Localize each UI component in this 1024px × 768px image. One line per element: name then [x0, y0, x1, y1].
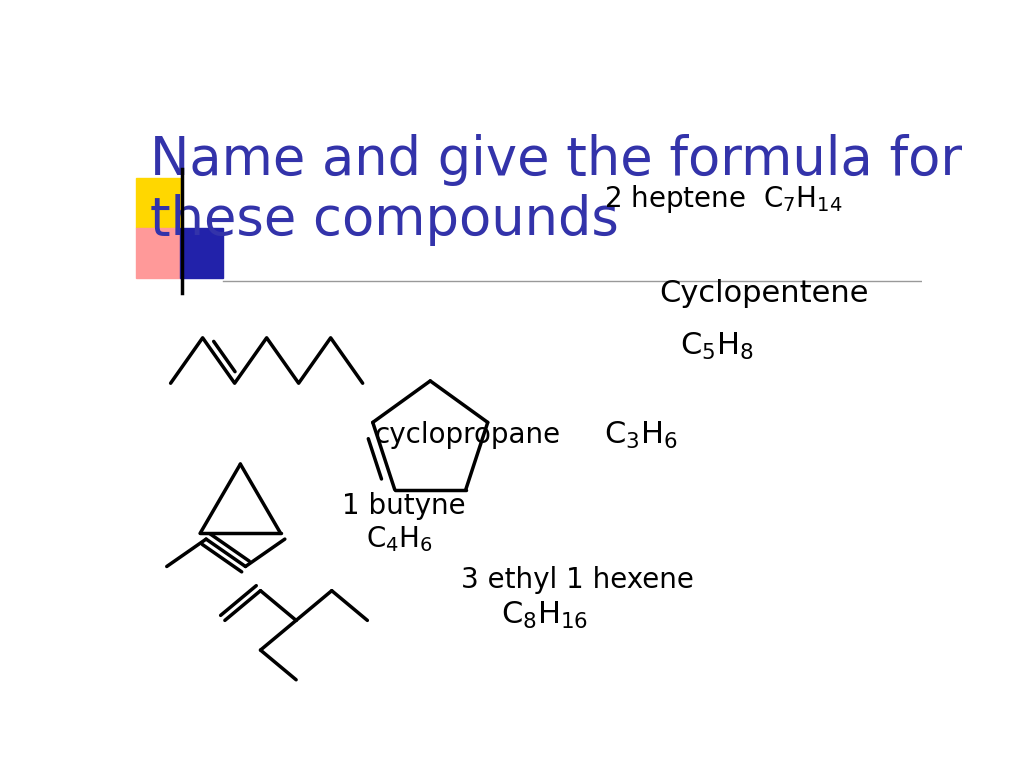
- Text: $\mathregular{C_8H_{16}}$: $\mathregular{C_8H_{16}}$: [501, 600, 588, 631]
- Text: 1 butyne: 1 butyne: [342, 492, 466, 520]
- Text: $\mathregular{C_4H_6}$: $\mathregular{C_4H_6}$: [367, 524, 433, 554]
- Text: $\mathregular{C_3H_6}$: $\mathregular{C_3H_6}$: [604, 419, 678, 451]
- Text: Name and give the formula for
these compounds: Name and give the formula for these comp…: [151, 134, 963, 246]
- Text: Cyclopentene: Cyclopentene: [659, 279, 869, 308]
- Bar: [136, 228, 179, 279]
- Text: cyclopropane: cyclopropane: [374, 421, 560, 449]
- Text: 3 ethyl 1 hexene: 3 ethyl 1 hexene: [461, 566, 694, 594]
- Bar: [136, 178, 179, 228]
- Bar: [179, 228, 223, 279]
- Text: 2 heptene  $\mathregular{C_7H_{14}}$: 2 heptene $\mathregular{C_7H_{14}}$: [604, 183, 843, 214]
- Text: $\mathregular{C_5H_8}$: $\mathregular{C_5H_8}$: [680, 331, 753, 362]
